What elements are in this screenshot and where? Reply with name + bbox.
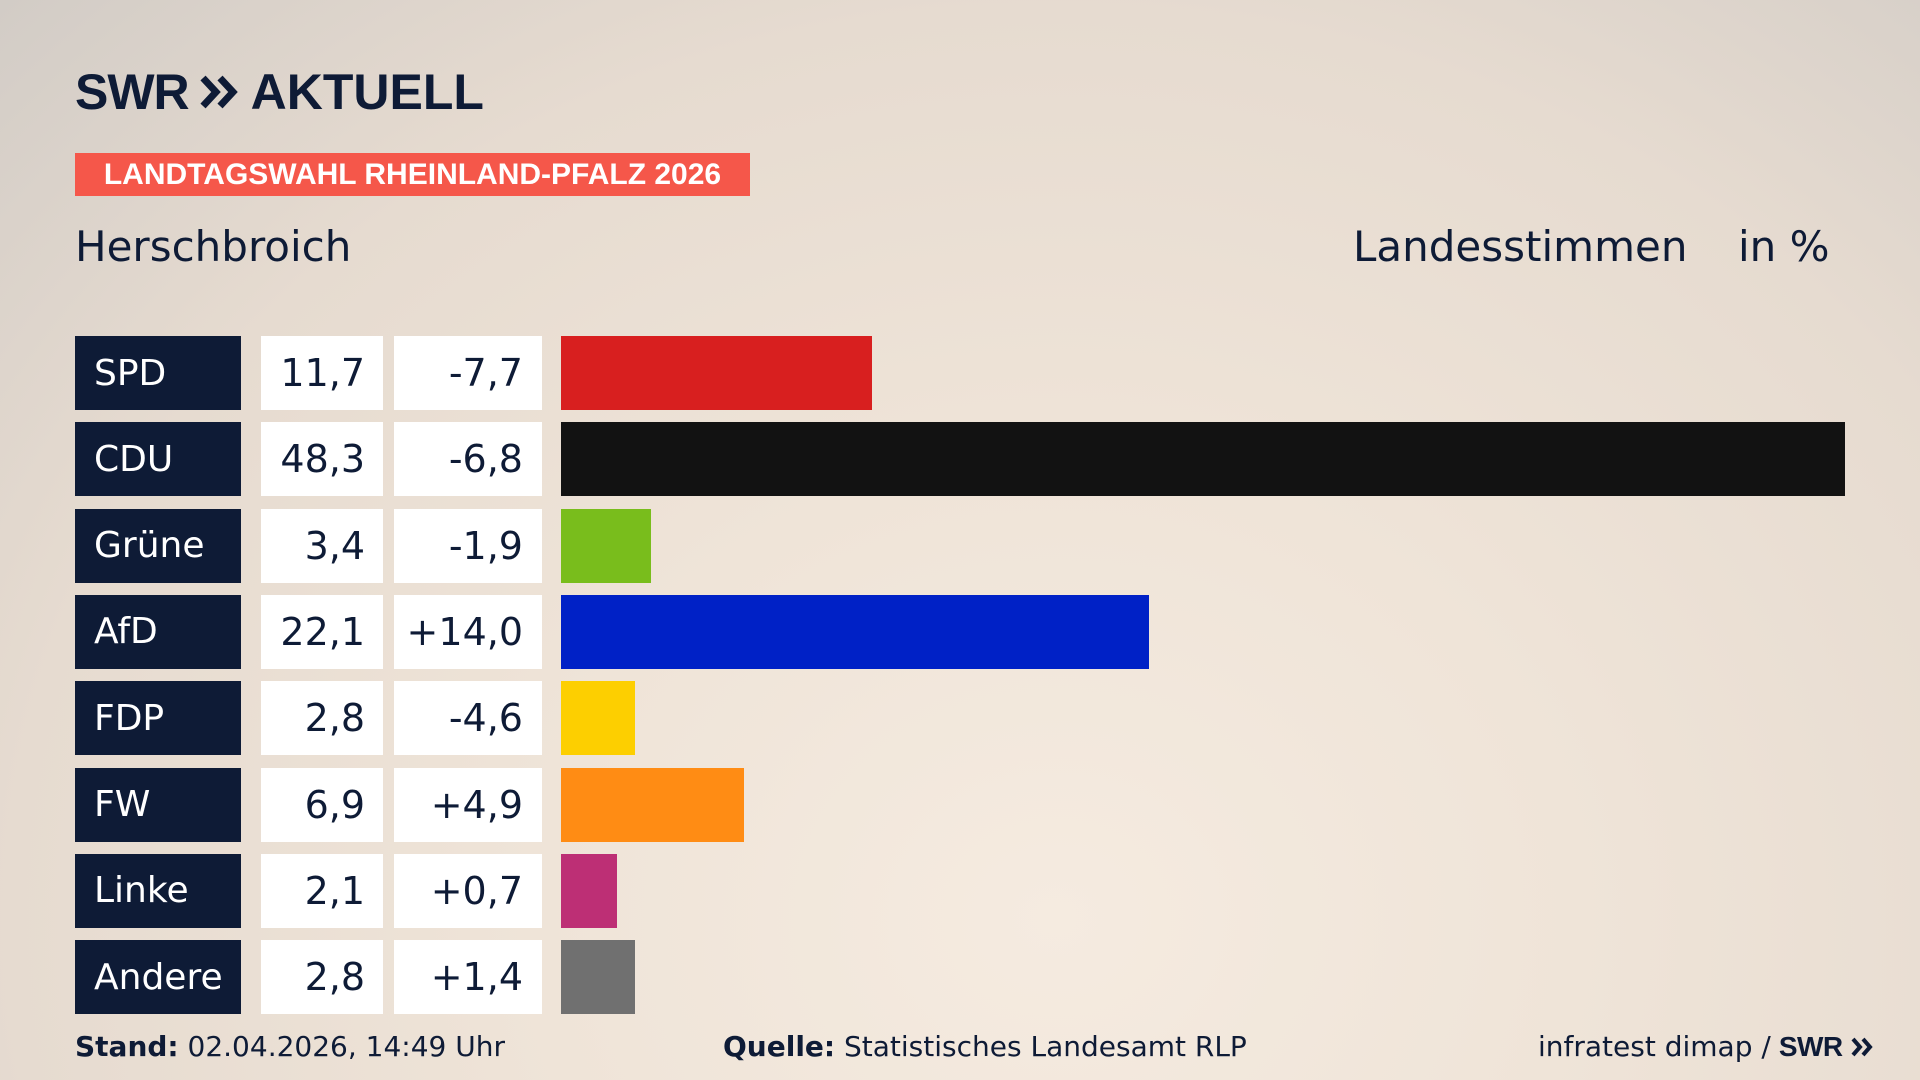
party-label: Grüne [75, 508, 241, 583]
vote-change-label: +1,4 [394, 940, 542, 1015]
result-row: FW 6,9 +4,9 [0, 767, 1920, 842]
source-label: Quelle: [723, 1030, 836, 1063]
vote-share-label: 2,8 [261, 681, 383, 756]
vote-share-label: 48,3 [261, 422, 383, 497]
vote-share-bar [561, 853, 617, 928]
result-row: FDP 2,8 -4,6 [0, 681, 1920, 756]
pollster-text: infratest dimap / [1538, 1030, 1771, 1063]
vote-share-bar [561, 681, 635, 756]
party-label: FDP [75, 681, 241, 756]
vote-share-bar [561, 594, 1149, 669]
vote-share-label: 2,8 [261, 940, 383, 1015]
source-value: Statistisches Landesamt RLP [844, 1030, 1247, 1063]
unit-label: in % [1738, 222, 1830, 271]
result-row: Grüne 3,4 -1,9 [0, 508, 1920, 583]
vote-share-label: 6,9 [261, 767, 383, 842]
vote-change-label: -7,7 [394, 336, 542, 410]
election-banner: LANDTAGSWAHL RHEINLAND-PFALZ 2026 [75, 153, 750, 196]
vote-share-bar [561, 767, 744, 842]
result-row: AfD 22,1 +14,0 [0, 594, 1920, 669]
vote-change-label: +4,9 [394, 767, 542, 842]
vote-share-label: 3,4 [261, 508, 383, 583]
vote-share-bar [561, 940, 635, 1015]
party-label: SPD [75, 336, 241, 410]
vote-change-label: -1,9 [394, 508, 542, 583]
vote-change-label: -4,6 [394, 681, 542, 756]
measure-label: Landesstimmen [1353, 222, 1688, 271]
double-chevron-icon [200, 75, 238, 109]
party-label: FW [75, 767, 241, 842]
vote-share-bar [561, 508, 651, 583]
swr-logo-text: SWR [75, 64, 190, 120]
party-label: AfD [75, 594, 241, 669]
footer-source: Quelle: Statistisches Landesamt RLP [723, 1030, 1247, 1063]
vote-change-label: +0,7 [394, 853, 542, 928]
vote-share-label: 2,1 [261, 853, 383, 928]
double-chevron-icon-small [1851, 1037, 1873, 1056]
vote-change-label: -6,8 [394, 422, 542, 497]
result-row: Linke 2,1 +0,7 [0, 853, 1920, 928]
vote-share-label: 22,1 [261, 594, 383, 669]
stand-value: 02.04.2026, 14:49 Uhr [187, 1030, 505, 1063]
swr-aktuell-logo: SWR AKTUELL [75, 64, 484, 120]
party-label: Linke [75, 853, 241, 928]
vote-share-label: 11,7 [261, 336, 383, 410]
footer-stand: Stand: 02.04.2026, 14:49 Uhr [75, 1030, 505, 1063]
stand-label: Stand: [75, 1030, 179, 1063]
result-row: SPD 11,7 -7,7 [0, 336, 1920, 410]
vote-change-label: +14,0 [394, 594, 542, 669]
swr-footer-logo: SWR [1778, 1030, 1843, 1062]
vote-share-bar [561, 336, 872, 410]
result-row: Andere 2,8 +1,4 [0, 940, 1920, 1015]
place-title: Herschbroich [75, 222, 352, 271]
aktuell-logo-text: AKTUELL [250, 64, 484, 120]
footer-credit: infratest dimap / SWR [1538, 1030, 1875, 1063]
party-label: Andere [75, 940, 241, 1015]
result-row: CDU 48,3 -6,8 [0, 422, 1920, 497]
party-label: CDU [75, 422, 241, 497]
vote-share-bar [561, 422, 1845, 497]
